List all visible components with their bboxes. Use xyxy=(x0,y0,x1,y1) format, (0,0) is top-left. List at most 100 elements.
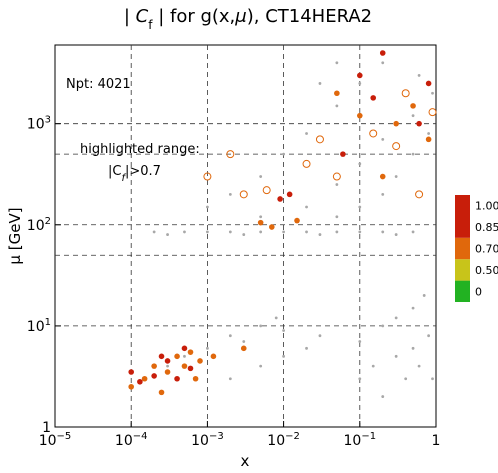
colorbar-segment xyxy=(455,237,470,260)
data-point xyxy=(332,172,341,181)
data-point xyxy=(274,316,278,320)
y-tick-label: 102 xyxy=(27,216,51,234)
data-point xyxy=(259,230,263,234)
title-part: ), CT14HERA2 xyxy=(247,6,372,27)
chart-title: | Cf | for g(x,μ), CT14HERA2 xyxy=(124,6,372,32)
data-point xyxy=(192,375,199,382)
x-tick-label: 10−1 xyxy=(344,431,377,449)
x-tick-label: 10−2 xyxy=(267,431,300,449)
tick-base: 10 xyxy=(344,433,362,449)
annotation-part: |>0.7 xyxy=(125,164,161,179)
tick-exp: 1 xyxy=(45,317,51,328)
data-point xyxy=(393,120,399,127)
data-point xyxy=(335,183,339,186)
data-point xyxy=(358,82,362,85)
data-point xyxy=(305,230,308,234)
data-point xyxy=(335,104,339,108)
data-point xyxy=(239,190,248,199)
data-point xyxy=(206,346,209,350)
data-point xyxy=(302,159,311,168)
title-part: C xyxy=(136,6,149,27)
tick-base: 10 xyxy=(267,433,285,449)
data-point xyxy=(305,132,308,135)
data-point xyxy=(282,354,285,358)
data-point xyxy=(392,142,401,151)
title-part: f xyxy=(148,18,153,32)
tick-base: 10 xyxy=(27,319,45,335)
data-point xyxy=(370,95,377,101)
data-point xyxy=(242,340,246,343)
x-tick-label: 1 xyxy=(432,433,441,449)
data-point xyxy=(381,61,385,65)
data-point xyxy=(183,230,186,234)
data-point xyxy=(305,346,308,350)
title-part: | xyxy=(124,6,136,27)
data-point xyxy=(240,345,247,352)
colorbar-label: 0.50 xyxy=(475,264,498,277)
data-point xyxy=(411,306,415,310)
colorbar-segment xyxy=(455,280,470,302)
data-point xyxy=(174,375,180,382)
data-point xyxy=(358,340,362,343)
data-point xyxy=(277,196,283,202)
data-point xyxy=(394,233,398,236)
tick-exp: −1 xyxy=(361,431,376,442)
data-point xyxy=(282,230,285,234)
data-point xyxy=(335,230,339,234)
data-point xyxy=(174,353,180,360)
data-point xyxy=(141,375,148,382)
data-point xyxy=(411,114,415,118)
tick-base: 10 xyxy=(39,433,57,449)
data-point xyxy=(415,190,424,199)
data-point xyxy=(318,233,322,236)
data-point xyxy=(128,383,134,390)
data-point xyxy=(305,205,308,209)
y-tick-label: 103 xyxy=(27,115,51,133)
data-point xyxy=(286,191,293,198)
data-point xyxy=(381,192,385,196)
data-point xyxy=(151,363,157,369)
data-point xyxy=(334,90,340,97)
data-point xyxy=(394,354,398,358)
data-point xyxy=(411,230,415,234)
data-point xyxy=(379,50,386,56)
data-point xyxy=(335,215,339,219)
x-tick-label: 10−3 xyxy=(191,431,224,449)
data-point xyxy=(262,186,271,195)
data-point xyxy=(381,395,385,398)
title-part: μ xyxy=(234,6,246,27)
data-point xyxy=(166,233,169,236)
data-point xyxy=(158,353,165,360)
tick-base: 10 xyxy=(27,117,45,133)
data-point xyxy=(358,230,362,234)
data-point xyxy=(411,152,415,156)
data-point xyxy=(404,377,408,381)
data-point xyxy=(228,334,232,338)
data-point xyxy=(259,215,263,219)
data-point xyxy=(394,175,398,178)
data-point xyxy=(282,329,285,332)
data-point xyxy=(226,150,235,159)
data-point xyxy=(181,345,188,352)
colorbar-segment xyxy=(455,259,470,281)
data-point xyxy=(422,294,426,297)
data-point xyxy=(401,89,410,98)
data-point xyxy=(137,378,143,385)
data-point xyxy=(425,80,432,87)
data-point xyxy=(358,162,362,166)
data-point xyxy=(228,377,232,381)
data-point xyxy=(410,103,416,109)
y-tick-label: 101 xyxy=(27,317,51,335)
data-point xyxy=(315,135,324,144)
tick-exp: −5 xyxy=(57,431,72,442)
data-point xyxy=(187,349,194,355)
data-point xyxy=(210,353,217,360)
data-point xyxy=(428,108,437,117)
data-point xyxy=(152,230,156,234)
data-point xyxy=(158,389,165,396)
data-point xyxy=(259,175,263,178)
data-point xyxy=(381,137,385,141)
colorbar-segment xyxy=(455,195,470,238)
plot-frame xyxy=(54,44,437,428)
